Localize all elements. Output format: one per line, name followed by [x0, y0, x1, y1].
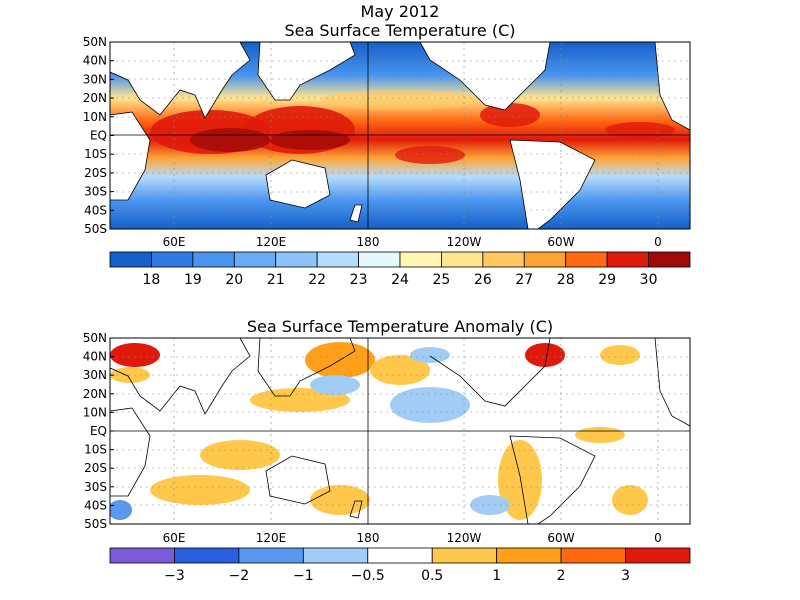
- colorbar-swatch: [496, 547, 562, 564]
- date-title: May 2012: [360, 2, 440, 21]
- colorbar-label: 3: [621, 568, 630, 584]
- sst-land: [110, 42, 690, 229]
- longitude-label: 0: [654, 531, 662, 545]
- colorbar-swatch: [441, 251, 484, 268]
- sst-gridlines: [110, 42, 690, 229]
- colorbar-label: 21: [267, 272, 285, 288]
- colorbar-label: 27: [515, 272, 533, 288]
- sst-longitude-labels: 60E 120E 180 120W 60W 0: [163, 235, 662, 249]
- sst-latitude-labels: 50N 40N 30N 20N 10N EQ 10S 20S 30S 40S 50S: [83, 35, 114, 236]
- colorbar-swatch: [151, 251, 194, 268]
- colorbar-label: −1: [293, 568, 314, 584]
- latitude-label: 50N: [83, 35, 107, 49]
- colorbar-swatch: [482, 251, 525, 268]
- latitude-label: 40N: [83, 54, 107, 68]
- colorbar-swatch: [109, 547, 175, 564]
- colorbar-swatch: [358, 251, 401, 268]
- longitude-label: 120E: [256, 531, 287, 545]
- latitude-label: 10S: [84, 147, 107, 161]
- colorbar-label: −0.5: [351, 568, 385, 584]
- anomaly-colorbar: −3 −2 −1 −0.5 0.5 1 2 3: [109, 547, 691, 584]
- latitude-label: 40S: [84, 203, 107, 217]
- colorbar-swatch: [192, 251, 235, 268]
- sst-map-title: Sea Surface Temperature (C): [284, 21, 516, 40]
- latitude-label: 40S: [84, 498, 107, 512]
- colorbar-label: 24: [391, 272, 409, 288]
- colorbar-label: 28: [557, 272, 575, 288]
- longitude-label: 60W: [547, 531, 574, 545]
- colorbar-label: 30: [640, 272, 658, 288]
- latitude-label: 30N: [83, 72, 107, 86]
- colorbar-swatch: [367, 547, 433, 564]
- longitude-label: 60E: [163, 235, 186, 249]
- colorbar-swatch: [109, 251, 152, 268]
- latitude-label: 20S: [84, 461, 107, 475]
- anomaly-longitude-labels: 60E 120E 180 120W 60W 0: [163, 531, 662, 545]
- latitude-label: 50N: [83, 331, 107, 345]
- latitude-label: 30S: [84, 185, 107, 199]
- colorbar-swatch: [238, 547, 304, 564]
- colorbar-label: 25: [433, 272, 451, 288]
- latitude-label: 10N: [83, 405, 107, 419]
- latitude-label: 10N: [83, 110, 107, 124]
- longitude-label: 120E: [256, 235, 287, 249]
- colorbar-label: 29: [598, 272, 616, 288]
- colorbar-swatch: [275, 251, 318, 268]
- colorbar-label: −2: [229, 568, 250, 584]
- colorbar-swatch: [625, 547, 691, 564]
- anomaly-latitude-labels: 50N 40N 30N 20N 10N EQ 10S 20S 30S 40S 50S: [83, 331, 114, 531]
- latitude-label: 30N: [83, 368, 107, 382]
- colorbar-swatch: [174, 547, 240, 564]
- colorbar-label: −3: [164, 568, 185, 584]
- longitude-label: 120W: [447, 235, 482, 249]
- sst-colorbar: 18 19 20 21 22 23 24 25 26 27 28 29 30: [109, 251, 691, 288]
- latitude-label: 10S: [84, 443, 107, 457]
- sst-map: 50N 40N 30N 20N 10N EQ 10S 20S 30S 40S 50S 60E 120E…: [83, 35, 691, 288]
- latitude-label: 30S: [84, 480, 107, 494]
- colorbar-swatch: [316, 251, 359, 268]
- longitude-label: 60W: [547, 235, 574, 249]
- latitude-label: EQ: [90, 129, 107, 143]
- anomaly-coastlines: [110, 338, 690, 524]
- colorbar-label: 20: [225, 272, 243, 288]
- longitude-label: 180: [357, 531, 380, 545]
- colorbar-swatch: [431, 547, 498, 564]
- longitude-label: 180: [357, 235, 380, 249]
- colorbar-label: 19: [184, 272, 202, 288]
- sst-anomaly-map: 50N 40N 30N 20N 10N EQ 10S 20S 30S 40S 50S 60E 120E…: [83, 331, 691, 584]
- latitude-label: 20N: [83, 91, 107, 105]
- colorbar-swatch: [606, 251, 649, 268]
- latitude-label: 40N: [83, 350, 107, 364]
- colorbar-swatch: [565, 251, 608, 268]
- latitude-label: 50S: [84, 222, 107, 236]
- colorbar-swatch: [523, 251, 567, 268]
- longitude-label: 0: [654, 235, 662, 249]
- anomaly-patches: [110, 342, 648, 520]
- latitude-label: 50S: [84, 517, 107, 531]
- colorbar-swatch: [560, 547, 626, 564]
- colorbar-label: 18: [143, 272, 161, 288]
- sst-anomaly-map-title: Sea Surface Temperature Anomaly (C): [246, 317, 554, 336]
- latitude-label: 20S: [84, 166, 107, 180]
- colorbar-swatch: [233, 251, 277, 268]
- colorbar-label: 0.5: [421, 568, 443, 584]
- colorbar-label: 1: [492, 568, 501, 584]
- colorbar-swatch: [648, 251, 691, 268]
- longitude-label: 60E: [163, 531, 186, 545]
- latitude-label: EQ: [90, 424, 107, 438]
- longitude-label: 120W: [447, 531, 482, 545]
- colorbar-label: 26: [474, 272, 492, 288]
- latitude-label: 20N: [83, 387, 107, 401]
- colorbar-swatch: [302, 547, 369, 564]
- colorbar-label: 23: [350, 272, 368, 288]
- colorbar-swatch: [399, 251, 442, 268]
- colorbar-label: 2: [557, 568, 566, 584]
- anomaly-gridlines: [110, 338, 690, 524]
- colorbar-label: 22: [308, 272, 326, 288]
